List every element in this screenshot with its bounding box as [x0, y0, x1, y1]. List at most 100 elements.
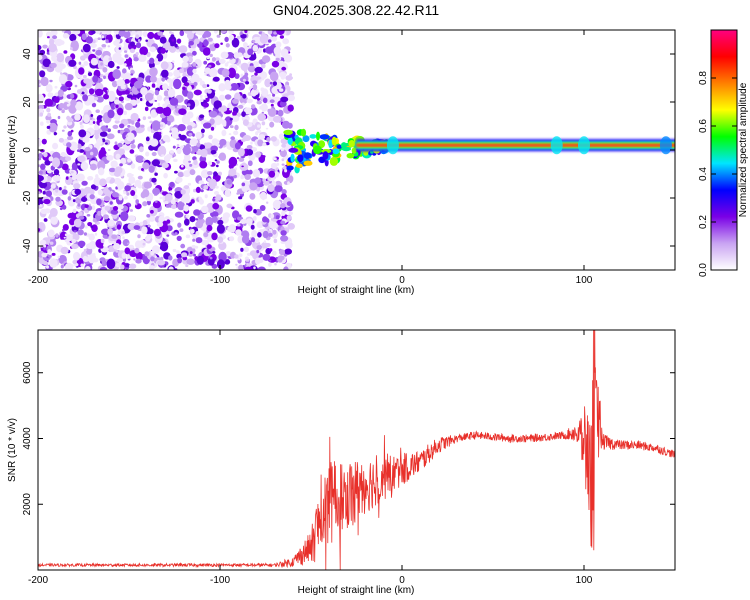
spectrogram-noise-cell: [81, 197, 88, 202]
spectrogram-noise-cell: [214, 159, 218, 162]
spectrogram-noise-cell: [142, 158, 146, 162]
spectrogram-noise-cell: [101, 35, 105, 39]
spectrogram-noise-cell: [38, 170, 43, 175]
spectrogram-tone-cell: [328, 139, 333, 149]
spectrogram-noise-cell: [77, 229, 84, 236]
spectrogram-noise-cell: [141, 226, 148, 235]
spectrogram-noise-cell: [193, 81, 198, 87]
spectrogram-noise-cell: [61, 163, 69, 171]
spectrogram-noise-cell: [173, 69, 181, 78]
spectrogram-noise-cell: [169, 97, 179, 106]
spectrogram-noise-cell: [73, 230, 77, 233]
spectrogram-noise-cell: [76, 173, 85, 182]
spectrogram-noise-cell: [144, 251, 150, 257]
spectrogram-noise-cell: [176, 235, 182, 241]
spectrogram-noise-cell: [100, 147, 106, 153]
spectrogram-noise-cell: [149, 57, 155, 64]
spectrogram-noise-cell: [159, 246, 164, 250]
spectrogram-noise-cell: [281, 143, 286, 148]
spectrogram-noise-cell: [42, 44, 48, 49]
spectrogram-noise-cell: [172, 145, 176, 149]
spectrogram-noise-cell: [206, 224, 213, 232]
spectrogram-noise-cell: [46, 125, 51, 129]
spectrogram-noise-cell: [67, 196, 72, 201]
spectrogram-noise-cell: [107, 60, 115, 69]
spectrogram-noise-cell: [176, 38, 182, 44]
spectrogram-noise-cell: [98, 58, 102, 61]
spectrogram-x-tick-label: -200: [28, 275, 48, 286]
spectrogram-noise-cell: [161, 154, 165, 157]
spectrogram-noise-cell: [95, 30, 101, 35]
spectrogram-noise-cell: [139, 146, 144, 153]
spectrogram-noise-cell: [123, 45, 129, 52]
spectrogram-noise-cell: [119, 123, 125, 129]
spectrogram-noise-cell: [107, 228, 113, 236]
spectrogram-noise-cell: [192, 50, 197, 56]
colorbar-label: Normalized spectral amplitude: [738, 82, 749, 217]
spectrogram-noise-cell: [83, 74, 87, 79]
spectrogram-noise-cell: [254, 238, 260, 244]
spectrogram-noise-cell: [63, 236, 66, 239]
spectrogram-noise-cell: [272, 229, 277, 235]
spectrogram-noise-cell: [224, 36, 229, 43]
spectrogram-noise-cell: [53, 169, 60, 176]
spectrogram-tone-cell: [332, 148, 340, 155]
spectrogram-noise-cell: [38, 138, 42, 146]
spectrogram-noise-cell: [106, 133, 115, 140]
spectrogram-noise-cell: [244, 72, 249, 77]
spectrogram-noise-cell: [108, 57, 112, 61]
spectrogram-noise-cell: [117, 181, 125, 190]
spectrogram-noise-cell: [229, 117, 233, 121]
spectrogram-noise-cell: [279, 35, 284, 39]
spectrogram-noise-cell: [128, 263, 137, 269]
spectrogram-noise-cell: [71, 243, 79, 250]
spectrogram-noise-cell: [102, 67, 108, 73]
spectrogram-noise-cell: [259, 205, 266, 211]
spectrogram-noise-cell: [112, 69, 121, 79]
spectrogram-noise-cell: [61, 109, 65, 114]
spectrogram-noise-cell: [208, 178, 217, 190]
spectrogram-noise-cell: [259, 71, 268, 80]
spectrogram-noise-cell: [110, 160, 118, 168]
spectrogram-noise-cell: [179, 228, 184, 233]
spectrogram-noise-cell: [103, 93, 109, 100]
spectrogram-noise-cell: [145, 237, 151, 242]
spectrogram-noise-cell: [177, 124, 186, 132]
spectrogram-noise-cell: [103, 75, 106, 80]
spectrogram-noise-cell: [253, 266, 256, 270]
spectrogram-noise-cell: [121, 230, 125, 235]
spectrogram-noise-cell: [55, 188, 59, 193]
spectrogram-noise-cell: [249, 107, 258, 116]
spectrogram-noise-cell: [211, 138, 219, 146]
spectrogram-noise-cell: [65, 176, 69, 180]
spectrogram-noise-cell: [277, 257, 283, 263]
spectrogram-noise-cell: [116, 258, 123, 263]
spectrogram-noise-cell: [106, 258, 116, 270]
spectrogram-noise-cell: [127, 124, 131, 128]
spectrogram-noise-cell: [166, 78, 173, 83]
spectrogram-noise-cell: [273, 46, 282, 56]
spectrogram-noise-cell: [159, 36, 167, 44]
spectrogram-noise-cell: [181, 61, 189, 68]
spectrogram-noise-cell: [78, 61, 82, 65]
snr-y-tick-label: 2000: [22, 493, 33, 516]
spectrogram-noise-cell: [233, 217, 237, 221]
spectrogram-noise-cell: [280, 96, 289, 103]
spectrogram-noise-cell: [211, 263, 218, 269]
spectrogram-noise-cell: [42, 190, 46, 195]
spectrogram-noise-cell: [256, 249, 260, 254]
spectrogram-noise-cell: [107, 109, 115, 119]
spectrogram-tone-cell: [324, 159, 329, 167]
spectrogram-noise-cell: [70, 170, 74, 174]
spectrogram-noise-cell: [60, 152, 66, 157]
spectrogram-noise-cell: [261, 121, 266, 126]
snr-x-tick-label: -100: [210, 575, 230, 586]
spectrogram-noise-cell: [196, 142, 201, 148]
spectrogram-noise-cell: [93, 177, 102, 187]
spectrogram-noise-cell: [184, 82, 190, 87]
spectrogram-noise-cell: [100, 208, 107, 215]
spectrogram-x-tick-label: 0: [399, 275, 405, 286]
spectrogram-noise-cell: [170, 127, 179, 135]
spectrogram-noise-cell: [92, 258, 99, 263]
spectrogram-noise-cell: [240, 62, 249, 72]
